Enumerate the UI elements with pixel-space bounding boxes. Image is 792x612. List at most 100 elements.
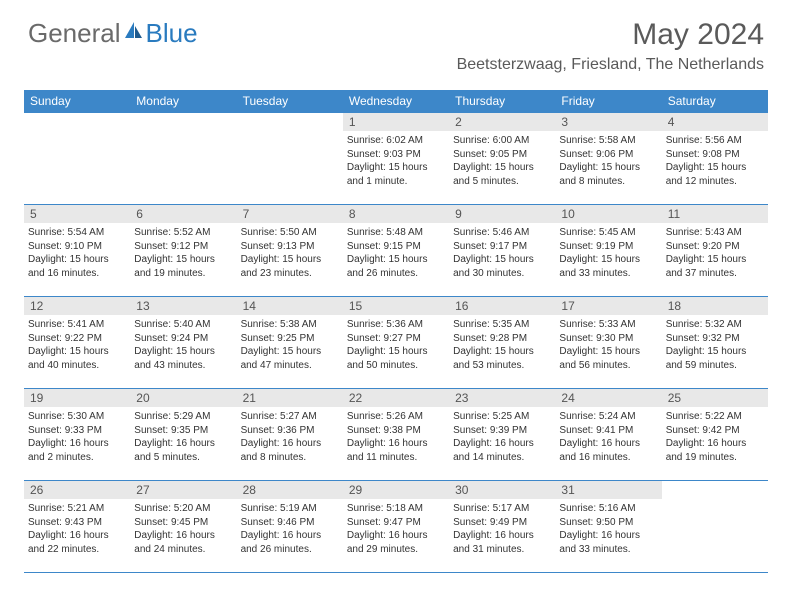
sunset-line: Sunset: 9:13 PM: [241, 240, 339, 254]
daylight-line: Daylight: 16 hours and 11 minutes.: [347, 437, 445, 464]
weekday-header-row: SundayMondayTuesdayWednesdayThursdayFrid…: [24, 90, 768, 113]
daylight-line: Daylight: 15 hours and 56 minutes.: [559, 345, 657, 372]
day-info: Sunrise: 5:29 AMSunset: 9:35 PMDaylight:…: [130, 407, 236, 467]
sunrise-line: Sunrise: 5:35 AM: [453, 318, 551, 332]
calendar-cell: 5Sunrise: 5:54 AMSunset: 9:10 PMDaylight…: [24, 205, 130, 297]
day-number: 6: [130, 205, 236, 223]
sunset-line: Sunset: 9:08 PM: [666, 148, 764, 162]
sunset-line: Sunset: 9:45 PM: [134, 516, 232, 530]
sunset-line: Sunset: 9:24 PM: [134, 332, 232, 346]
day-info: Sunrise: 5:45 AMSunset: 9:19 PMDaylight:…: [555, 223, 661, 283]
sunrise-line: Sunrise: 5:52 AM: [134, 226, 232, 240]
sunset-line: Sunset: 9:05 PM: [453, 148, 551, 162]
calendar-cell: 19Sunrise: 5:30 AMSunset: 9:33 PMDayligh…: [24, 389, 130, 481]
sunrise-line: Sunrise: 5:54 AM: [28, 226, 126, 240]
day-number: 30: [449, 481, 555, 499]
day-number: 24: [555, 389, 661, 407]
title-block: May 2024 Beetsterzwaag, Friesland, The N…: [457, 18, 764, 74]
sunset-line: Sunset: 9:17 PM: [453, 240, 551, 254]
calendar-cell: 14Sunrise: 5:38 AMSunset: 9:25 PMDayligh…: [237, 297, 343, 389]
day-number: 16: [449, 297, 555, 315]
sunrise-line: Sunrise: 5:16 AM: [559, 502, 657, 516]
sunrise-line: Sunrise: 5:29 AM: [134, 410, 232, 424]
header: General Blue May 2024 Beetsterzwaag, Fri…: [0, 0, 792, 80]
sunrise-line: Sunrise: 5:36 AM: [347, 318, 445, 332]
daylight-line: Daylight: 15 hours and 8 minutes.: [559, 161, 657, 188]
day-info: Sunrise: 5:25 AMSunset: 9:39 PMDaylight:…: [449, 407, 555, 467]
day-number: 11: [662, 205, 768, 223]
calendar-cell: 8Sunrise: 5:48 AMSunset: 9:15 PMDaylight…: [343, 205, 449, 297]
daylight-line: Daylight: 16 hours and 8 minutes.: [241, 437, 339, 464]
calendar-cell: [237, 113, 343, 205]
day-number: 26: [24, 481, 130, 499]
day-info: Sunrise: 5:58 AMSunset: 9:06 PMDaylight:…: [555, 131, 661, 191]
sunset-line: Sunset: 9:06 PM: [559, 148, 657, 162]
daylight-line: Daylight: 16 hours and 16 minutes.: [559, 437, 657, 464]
sunset-line: Sunset: 9:47 PM: [347, 516, 445, 530]
sunset-line: Sunset: 9:49 PM: [453, 516, 551, 530]
sunset-line: Sunset: 9:38 PM: [347, 424, 445, 438]
daylight-line: Daylight: 15 hours and 40 minutes.: [28, 345, 126, 372]
day-info: Sunrise: 5:22 AMSunset: 9:42 PMDaylight:…: [662, 407, 768, 467]
day-number: 2: [449, 113, 555, 131]
calendar-cell: [662, 481, 768, 573]
daylight-line: Daylight: 15 hours and 59 minutes.: [666, 345, 764, 372]
daylight-line: Daylight: 15 hours and 53 minutes.: [453, 345, 551, 372]
calendar-cell: [130, 113, 236, 205]
calendar-body: 1Sunrise: 6:02 AMSunset: 9:03 PMDaylight…: [24, 113, 768, 573]
day-info: Sunrise: 5:40 AMSunset: 9:24 PMDaylight:…: [130, 315, 236, 375]
sunrise-line: Sunrise: 5:30 AM: [28, 410, 126, 424]
calendar-row: 26Sunrise: 5:21 AMSunset: 9:43 PMDayligh…: [24, 481, 768, 573]
day-info: Sunrise: 5:18 AMSunset: 9:47 PMDaylight:…: [343, 499, 449, 559]
calendar-cell: [24, 113, 130, 205]
sunrise-line: Sunrise: 5:32 AM: [666, 318, 764, 332]
calendar-cell: 1Sunrise: 6:02 AMSunset: 9:03 PMDaylight…: [343, 113, 449, 205]
sunrise-line: Sunrise: 6:00 AM: [453, 134, 551, 148]
calendar-cell: 29Sunrise: 5:18 AMSunset: 9:47 PMDayligh…: [343, 481, 449, 573]
calendar-cell: 2Sunrise: 6:00 AMSunset: 9:05 PMDaylight…: [449, 113, 555, 205]
sail-icon: [122, 18, 144, 49]
day-info: Sunrise: 5:32 AMSunset: 9:32 PMDaylight:…: [662, 315, 768, 375]
sunset-line: Sunset: 9:33 PM: [28, 424, 126, 438]
sunrise-line: Sunrise: 5:24 AM: [559, 410, 657, 424]
daylight-line: Daylight: 15 hours and 43 minutes.: [134, 345, 232, 372]
daylight-line: Daylight: 16 hours and 22 minutes.: [28, 529, 126, 556]
sunrise-line: Sunrise: 5:20 AM: [134, 502, 232, 516]
sunrise-line: Sunrise: 5:41 AM: [28, 318, 126, 332]
daylight-line: Daylight: 15 hours and 23 minutes.: [241, 253, 339, 280]
location-text: Beetsterzwaag, Friesland, The Netherland…: [457, 56, 764, 74]
calendar-cell: 30Sunrise: 5:17 AMSunset: 9:49 PMDayligh…: [449, 481, 555, 573]
day-number: 3: [555, 113, 661, 131]
daylight-line: Daylight: 16 hours and 5 minutes.: [134, 437, 232, 464]
day-number: 12: [24, 297, 130, 315]
sunset-line: Sunset: 9:10 PM: [28, 240, 126, 254]
day-number: 5: [24, 205, 130, 223]
calendar-cell: 26Sunrise: 5:21 AMSunset: 9:43 PMDayligh…: [24, 481, 130, 573]
day-number: 9: [449, 205, 555, 223]
day-info: Sunrise: 5:20 AMSunset: 9:45 PMDaylight:…: [130, 499, 236, 559]
calendar-cell: 9Sunrise: 5:46 AMSunset: 9:17 PMDaylight…: [449, 205, 555, 297]
day-info: Sunrise: 5:46 AMSunset: 9:17 PMDaylight:…: [449, 223, 555, 283]
day-number: 4: [662, 113, 768, 131]
sunset-line: Sunset: 9:35 PM: [134, 424, 232, 438]
sunset-line: Sunset: 9:36 PM: [241, 424, 339, 438]
sunset-line: Sunset: 9:42 PM: [666, 424, 764, 438]
daylight-line: Daylight: 16 hours and 24 minutes.: [134, 529, 232, 556]
day-number: 20: [130, 389, 236, 407]
day-info: Sunrise: 5:38 AMSunset: 9:25 PMDaylight:…: [237, 315, 343, 375]
brand-part1: General: [28, 18, 121, 49]
sunset-line: Sunset: 9:43 PM: [28, 516, 126, 530]
calendar-cell: 7Sunrise: 5:50 AMSunset: 9:13 PMDaylight…: [237, 205, 343, 297]
daylight-line: Daylight: 15 hours and 50 minutes.: [347, 345, 445, 372]
sunrise-line: Sunrise: 5:17 AM: [453, 502, 551, 516]
day-info: Sunrise: 5:43 AMSunset: 9:20 PMDaylight:…: [662, 223, 768, 283]
calendar-cell: 12Sunrise: 5:41 AMSunset: 9:22 PMDayligh…: [24, 297, 130, 389]
calendar-cell: 28Sunrise: 5:19 AMSunset: 9:46 PMDayligh…: [237, 481, 343, 573]
day-number: 19: [24, 389, 130, 407]
day-info: Sunrise: 5:26 AMSunset: 9:38 PMDaylight:…: [343, 407, 449, 467]
day-number: 10: [555, 205, 661, 223]
sunset-line: Sunset: 9:32 PM: [666, 332, 764, 346]
daylight-line: Daylight: 15 hours and 1 minute.: [347, 161, 445, 188]
sunrise-line: Sunrise: 5:19 AM: [241, 502, 339, 516]
weekday-header: Tuesday: [237, 90, 343, 113]
